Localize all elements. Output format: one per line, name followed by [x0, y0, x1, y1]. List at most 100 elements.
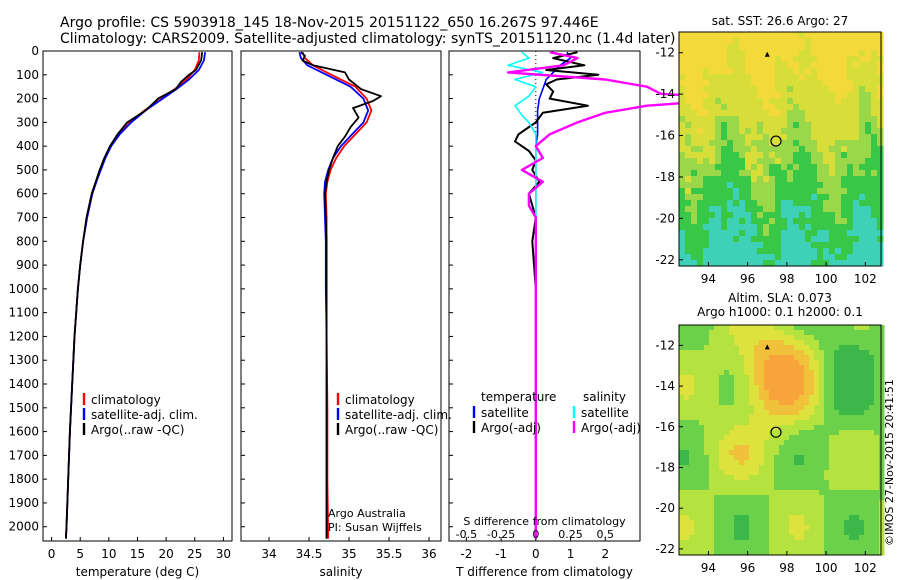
- map-cell: [684, 460, 690, 466]
- map-cell: [874, 330, 880, 336]
- map-cell: [691, 182, 698, 189]
- float-position-marker: [770, 135, 782, 147]
- map-cell: [799, 50, 806, 57]
- map-cell: [739, 44, 746, 51]
- map-cell: [829, 370, 835, 376]
- map-cell: [784, 345, 790, 351]
- map-cell: [744, 480, 750, 486]
- map-cell: [814, 510, 820, 516]
- map-cell: [745, 182, 752, 189]
- map-cell: [874, 465, 880, 471]
- map-cell: [699, 395, 705, 401]
- map-cell: [834, 475, 840, 481]
- map-cell: [854, 540, 860, 546]
- map-cell: [819, 460, 825, 466]
- map-cell: [779, 415, 785, 421]
- map-cell: [769, 430, 775, 436]
- map-cell: [754, 460, 760, 466]
- map-cell: [679, 455, 685, 461]
- map-cell: [864, 505, 870, 511]
- map-cell: [775, 128, 782, 135]
- map-cell: [691, 86, 698, 93]
- map-cell: [739, 170, 746, 177]
- map-cell: [809, 325, 815, 331]
- map-cell: [811, 254, 818, 261]
- map-cell: [871, 170, 878, 177]
- map-cell: [799, 400, 805, 406]
- map-cell: [734, 515, 740, 521]
- map-cell: [824, 545, 830, 551]
- map-cell: [691, 194, 698, 201]
- map-cell: [859, 355, 865, 361]
- map-cell: [684, 495, 690, 501]
- map-cell: [749, 405, 755, 411]
- map-x-tick-label: 102: [854, 272, 877, 286]
- map-cell: [879, 550, 885, 556]
- map-cell: [787, 218, 794, 225]
- map-cell: [849, 480, 855, 486]
- map-cell: [817, 188, 824, 195]
- map-cell: [704, 485, 710, 491]
- map-cell: [703, 116, 710, 123]
- map-cell: [757, 224, 764, 231]
- map-cell: [763, 212, 770, 219]
- map-cell: [854, 500, 860, 506]
- map-cell: [789, 530, 795, 536]
- map-cell: [759, 390, 765, 396]
- map-cell: [819, 515, 825, 521]
- map-cell: [709, 140, 716, 147]
- map-cell: [751, 170, 758, 177]
- map-cell: [745, 176, 752, 183]
- map-cell: [787, 32, 794, 39]
- map-cell: [877, 32, 884, 39]
- map-cell: [824, 435, 830, 441]
- map-cell: [724, 465, 730, 471]
- map-cell: [691, 224, 698, 231]
- map-cell: [764, 405, 770, 411]
- map-cell: [834, 415, 840, 421]
- map-cell: [764, 515, 770, 521]
- map-cell: [829, 50, 836, 57]
- map-cell: [859, 335, 865, 341]
- map-cell: [809, 420, 815, 426]
- map-cell: [769, 170, 776, 177]
- map-cell: [694, 365, 700, 371]
- map-cell: [709, 104, 716, 111]
- map-cell: [871, 200, 878, 207]
- map-cell: [835, 152, 842, 159]
- map-cell: [869, 465, 875, 471]
- depth-tick-label: 800: [16, 234, 39, 248]
- map-cell: [769, 224, 776, 231]
- map-cell: [817, 32, 824, 39]
- map-cell: [715, 188, 722, 195]
- map-cell: [879, 385, 885, 391]
- map-cell: [849, 410, 855, 416]
- salinity-panel: 34 34.5 35 35.5 36salinityclimatologysatelli…: [240, 50, 452, 579]
- map-cell: [853, 200, 860, 207]
- map-cell: [679, 164, 686, 171]
- map-cell: [775, 110, 782, 117]
- map-cell: [691, 218, 698, 225]
- map-cell: [877, 116, 884, 123]
- map-cell: [805, 32, 812, 39]
- map-cell: [757, 134, 764, 141]
- map-cell: [859, 188, 866, 195]
- map-cell: [715, 248, 722, 255]
- map-cell: [729, 510, 735, 516]
- map-cell: [751, 206, 758, 213]
- map-cell: [703, 134, 710, 141]
- map-cell: [869, 380, 875, 386]
- map-cell: [769, 74, 776, 81]
- map-cell: [847, 62, 854, 69]
- map-cell: [689, 385, 695, 391]
- map-cell: [715, 140, 722, 147]
- legend-temp-satellite-label: satellite: [481, 406, 529, 420]
- map-cell: [841, 176, 848, 183]
- map-cell: [689, 365, 695, 371]
- map-cell: [745, 224, 752, 231]
- map-cell: [764, 375, 770, 381]
- map-cell: [769, 380, 775, 386]
- map-cell: [721, 50, 728, 57]
- map-cell: [879, 365, 885, 371]
- map-cell: [744, 505, 750, 511]
